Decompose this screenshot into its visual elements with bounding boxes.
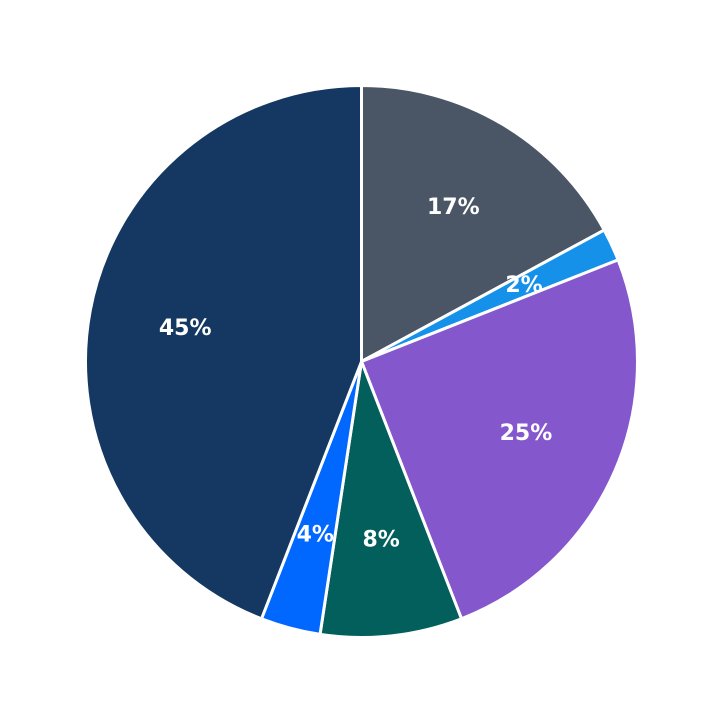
pie-slices xyxy=(84,84,639,639)
pie-slice-label-0: 17% xyxy=(427,195,480,220)
pie-slice-label-2: 25% xyxy=(500,421,553,446)
pie-labels: 17% 2% 25% 8% 4% 45% xyxy=(159,195,552,552)
pie-slice-2 xyxy=(360,258,639,621)
pie-slice-label-1: 2% xyxy=(505,273,542,298)
pie-slice-label-4: 4% xyxy=(297,522,334,547)
pie-slice-label-3: 8% xyxy=(363,527,400,552)
pie-slice-label-5: 45% xyxy=(159,316,212,341)
pie-slice-0 xyxy=(360,84,606,363)
pie-slice-3 xyxy=(318,360,463,639)
pie-slice-5 xyxy=(84,84,363,621)
